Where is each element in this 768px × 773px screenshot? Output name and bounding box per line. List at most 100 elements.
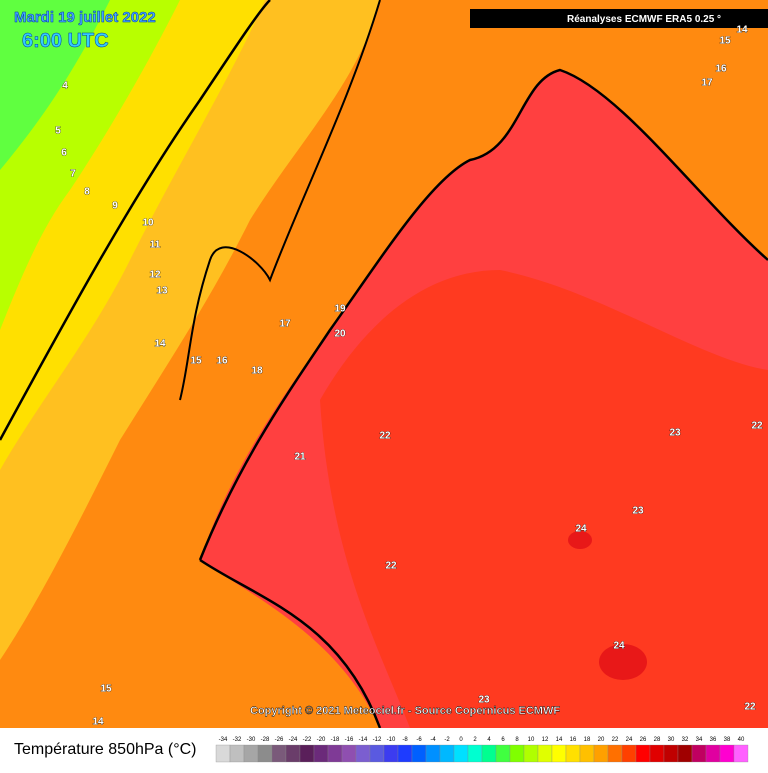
legend-swatch [271, 744, 287, 763]
legend-swatch [509, 744, 525, 763]
legend-swatch [439, 744, 455, 763]
legend-tick-label: -18 [331, 737, 340, 743]
legend-tick-label: 36 [710, 737, 717, 743]
legend-swatch [495, 744, 511, 763]
contour-label: 5 [55, 126, 61, 137]
legend-swatch [327, 744, 343, 763]
legend-tick-label: 18 [584, 737, 591, 743]
legend-swatch [523, 744, 539, 763]
legend-tick-label: 40 [738, 737, 745, 743]
contour-label: 22 [379, 431, 391, 442]
legend-tick-label: -34 [219, 737, 228, 743]
hottest-region [320, 270, 768, 728]
legend-tick-label: 24 [626, 737, 633, 743]
hot-spot [568, 531, 592, 549]
contour-label: 4 [62, 81, 68, 92]
source-box [470, 9, 768, 28]
contour-label: 13 [156, 286, 168, 297]
legend-swatch [621, 744, 637, 763]
contour-label: 20 [334, 329, 346, 340]
legend-tick-label: 14 [556, 737, 563, 743]
legend-tick-label: -32 [233, 737, 242, 743]
legend-tick-label: 20 [598, 737, 605, 743]
legend-tick-label: -12 [373, 737, 382, 743]
legend-swatch [635, 744, 651, 763]
legend-tick-label: -14 [359, 737, 368, 743]
legend-swatch [705, 744, 721, 763]
legend-tick-label: -22 [303, 737, 312, 743]
legend-tick-label: 22 [612, 737, 619, 743]
legend-tick-label: 32 [682, 737, 689, 743]
legend-tick-label: -28 [261, 737, 270, 743]
contour-label: 22 [744, 702, 756, 713]
contour-label: 24 [613, 641, 625, 652]
legend-tick-label: 38 [724, 737, 731, 743]
contour-label: 16 [216, 356, 228, 367]
legend-tick-label: 12 [542, 737, 549, 743]
legend-swatch [467, 744, 483, 763]
legend-tick-label: 2 [473, 737, 477, 743]
map-time: 6:00 UTC [22, 30, 109, 52]
legend-tick-label: 26 [640, 737, 647, 743]
legend-tick-label: 30 [668, 737, 675, 743]
legend-swatch [733, 744, 749, 763]
legend-swatch [243, 744, 259, 763]
contour-label: 19 [334, 304, 346, 315]
legend-swatch [411, 744, 427, 763]
legend-tick-label: 4 [487, 737, 491, 743]
contour-label: 15 [190, 356, 202, 367]
legend-swatch [579, 744, 595, 763]
legend-tick-label: -6 [416, 737, 422, 743]
copyright: Copyright © 2021 Meteociel.fr - Source C… [250, 705, 560, 717]
legend-tick-label: 8 [515, 737, 519, 743]
map-date: Mardi 19 juillet 2022 [14, 9, 156, 26]
contour-label: 22 [385, 561, 397, 572]
legend-swatch [481, 744, 497, 763]
legend-swatch [397, 744, 413, 763]
green-band [0, 0, 110, 170]
contour-label: 18 [251, 366, 263, 377]
contour-label: 23 [478, 695, 490, 706]
hot-spot [599, 644, 647, 680]
legend-tick-label: -10 [387, 737, 396, 743]
legend-tick-label: -8 [402, 737, 408, 743]
legend-tick-label: 10 [528, 737, 535, 743]
legend-swatch [257, 744, 273, 763]
legend-swatch [453, 744, 469, 763]
legend-tick-label: 0 [459, 737, 463, 743]
legend-tick-label: -2 [444, 737, 450, 743]
legend-swatch [663, 744, 679, 763]
legend-swatch [607, 744, 623, 763]
contour-label: 23 [632, 506, 644, 517]
legend-tick-label: -30 [247, 737, 256, 743]
contour-label: 14 [92, 717, 104, 728]
contour-label: 12 [149, 270, 161, 281]
contour-label: 10 [142, 218, 154, 229]
legend-swatch [551, 744, 567, 763]
legend-swatch [649, 744, 665, 763]
legend-swatch [383, 744, 399, 763]
legend-tick-label: 34 [696, 737, 703, 743]
contour-line [198, 68, 768, 561]
legend-swatch [425, 744, 441, 763]
contour-line [0, 0, 271, 441]
legend-swatch [229, 744, 245, 763]
contour-label: 24 [575, 524, 587, 535]
contour-label: 11 [150, 240, 161, 251]
legend-swatch [677, 744, 693, 763]
contour-line [199, 558, 382, 729]
contour-label: 14 [154, 339, 166, 350]
contour-label: 9 [112, 201, 118, 212]
legend-swatch [719, 744, 735, 763]
legend-tick-label: -4 [430, 737, 436, 743]
contour-label: 17 [279, 319, 291, 330]
contour-line [179, 0, 381, 401]
legend-tick-label: -24 [289, 737, 298, 743]
contour-label: 22 [751, 421, 763, 432]
contour-label: 23 [669, 428, 681, 439]
contour-label: 21 [294, 452, 306, 463]
contour-label: 6 [61, 148, 67, 159]
legend-swatch [355, 744, 371, 763]
contour-label: 7 [70, 169, 76, 180]
